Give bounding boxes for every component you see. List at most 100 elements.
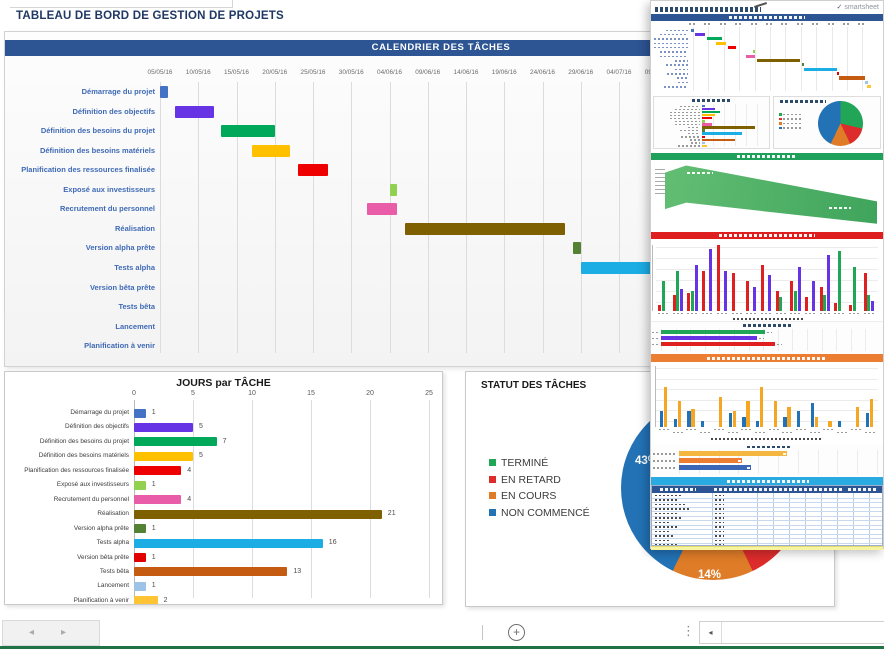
table-col-divider — [805, 493, 806, 545]
mini-pie-legend-dots — [783, 127, 803, 129]
jours-chart-card[interactable]: JOURS par TÂCHE 0 5 10 15 20 25 Démarrage du p… — [4, 371, 443, 605]
mini-pie-legend-swatch — [779, 126, 782, 130]
orange-chart-bar — [755, 421, 760, 427]
hbar1-gridline — [763, 329, 765, 351]
preview-red-band-dots — [719, 234, 815, 237]
table-row-divider — [652, 502, 882, 503]
hbar1-label-dots — [652, 331, 659, 334]
horizontal-scrollbar[interactable]: ◂ — [699, 621, 884, 644]
orange-chart-bar — [677, 401, 682, 427]
gantt-gridline — [274, 82, 276, 353]
orange-chart-xlabel-dots — [659, 429, 670, 431]
orange-chart-gridline — [656, 399, 878, 401]
red-chart-bar — [819, 287, 823, 311]
add-sheet-button[interactable]: + — [508, 624, 525, 641]
mini-gantt-gridline — [723, 27, 725, 91]
red-chart-gridline — [656, 258, 878, 259]
legend-item-0: TERMINÉ — [489, 457, 548, 469]
red-chart-xlabel-dots — [863, 313, 874, 315]
preview-green-band — [651, 153, 883, 160]
jours-axis-tick: 25 — [425, 390, 433, 397]
mini-gantt-label-dots — [660, 33, 688, 36]
preview-green-band-dots — [737, 155, 797, 158]
orange-chart-xlabel-dots — [686, 429, 698, 431]
jours-value-label: 1 — [151, 582, 156, 590]
pie-label-en-cours: 14% — [698, 569, 722, 581]
table-row-divider — [652, 529, 882, 530]
jours-value-label: 1 — [151, 409, 156, 416]
legend-label: EN RETARD — [501, 473, 561, 486]
table-cell-dots — [715, 499, 724, 501]
table-cell-dots — [655, 508, 689, 510]
mini-gantt-bar — [867, 85, 872, 89]
red-chart-xlabel-dots — [805, 313, 815, 315]
orange-chart-xlabel-dots — [809, 432, 821, 434]
gantt-gridline — [236, 82, 238, 353]
orange-chart-bar — [746, 401, 750, 427]
red-chart-bar — [716, 245, 720, 311]
jours-bar — [134, 581, 146, 591]
gantt-task-label: Définition des besoins matériels — [39, 145, 155, 155]
more-options-icon[interactable]: ⋮ — [682, 623, 695, 638]
mini-gantt-bar — [707, 37, 722, 41]
table-row-divider — [652, 520, 882, 521]
red-chart-bar — [805, 297, 808, 311]
orange-chart-bar — [759, 387, 764, 427]
mini-gantt-bar — [801, 63, 805, 67]
jours-axis-tick: 0 — [132, 390, 136, 397]
mini-gantt-date-dots — [766, 23, 774, 25]
preview-calendar-band-dots — [729, 16, 805, 19]
preview-mini-pie-chart — [773, 96, 881, 149]
preview-data-table — [651, 485, 883, 546]
jours-axis-tick: 5 — [191, 390, 195, 397]
preview-red-bar-chart — [651, 239, 883, 321]
mini-pie-title-dots — [780, 100, 826, 103]
gantt-bar — [221, 125, 275, 138]
preview-hbar-chart-2 — [651, 444, 883, 477]
orange-chart-bar — [773, 401, 777, 427]
tab-scroll-left-button[interactable]: ◂ — [29, 627, 35, 638]
mini-gantt-bar — [727, 45, 737, 50]
jours-category-label: Définition des besoins du projet — [39, 437, 129, 445]
template-preview-popup[interactable]: ✓ smartsheet — [650, 0, 884, 550]
gantt-date-label: 10/05/16 — [185, 69, 211, 76]
red-chart-bar — [838, 251, 841, 311]
mini-jours-gridline — [713, 104, 714, 146]
mini-gantt-date-dots — [827, 23, 836, 25]
gantt-task-label: Réalisation — [114, 223, 155, 233]
scrollbar-track[interactable] — [722, 622, 884, 643]
gantt-date-label: 24/06/16 — [530, 69, 555, 76]
gantt-bar — [404, 222, 566, 235]
smartsheet-logo-text: smartsheet — [844, 4, 879, 11]
red-chart-bar — [702, 271, 706, 311]
top-ui-artifact — [10, 0, 233, 8]
smartsheet-check-icon: ✓ — [836, 4, 843, 11]
gantt-gridline — [351, 82, 353, 353]
red-chart-bar — [863, 273, 867, 311]
mini-jours-bar — [702, 144, 707, 147]
orange-chart-xlabel-dots — [741, 429, 753, 431]
mini-gantt-date-dots — [796, 23, 805, 25]
hbar1-bar — [661, 342, 775, 347]
jours-bar — [134, 538, 323, 548]
tab-scroll-right-button[interactable]: ▸ — [61, 627, 67, 638]
mini-gantt-gridline — [847, 27, 848, 91]
hbar1-value-dots — [759, 337, 764, 340]
jours-bar — [134, 596, 158, 604]
scrollbar-left-arrow[interactable]: ◂ — [700, 622, 722, 643]
mini-jours-gridline — [757, 104, 758, 146]
table-cell-dots — [655, 499, 677, 501]
mini-gantt-bar — [756, 58, 800, 63]
gantt-task-label: Tests alpha — [114, 262, 155, 272]
red-chart-bar — [746, 281, 750, 311]
orange-chart-xlabel-dots — [768, 429, 780, 431]
gantt-task-label: Planification des ressources finalisée — [21, 165, 155, 175]
jours-chart-title: JOURS par TÂCHE — [176, 377, 271, 389]
table-cell-dots — [715, 508, 724, 510]
orange-chart-bar — [732, 411, 736, 427]
red-chart-bar — [779, 297, 783, 311]
mini-pie-legend-swatch — [779, 122, 782, 125]
jours-value-label: 13 — [293, 567, 302, 575]
gantt-date-label: 04/07/16 — [606, 69, 632, 76]
orange-chart-xlabel-dots — [837, 432, 849, 434]
